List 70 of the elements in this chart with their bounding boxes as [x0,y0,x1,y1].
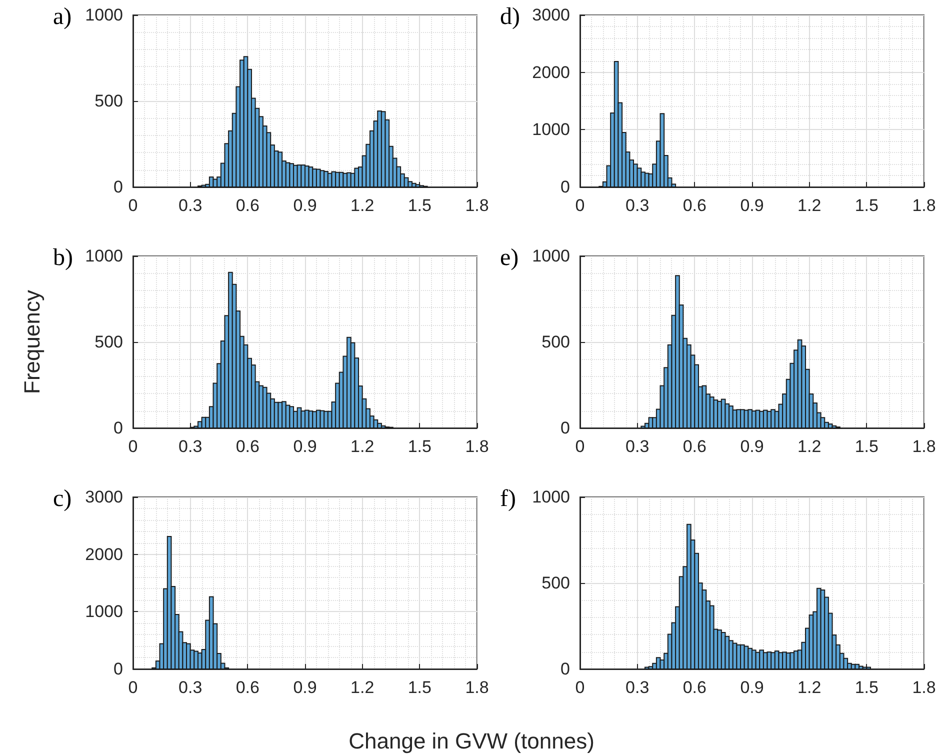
x-tick-label: 1.5 [408,678,432,697]
x-tick-label: 1.2 [798,196,822,215]
x-tick-label: 0.3 [626,437,650,456]
x-tick-label: 1.2 [350,678,374,697]
x-tick-label: 0.3 [626,196,650,215]
y-tick-label: 1000 [532,488,570,506]
x-tick-label: 1.8 [465,437,489,456]
y-tick-label: 0 [560,660,570,678]
y-tick-label: 2000 [85,544,123,564]
x-tick-label: 1.2 [350,196,374,215]
x-tick-label: 0.9 [293,196,317,215]
y-tick-label: 1000 [532,246,570,266]
x-tick-label: 1.8 [465,196,489,215]
y-tick-label: 1000 [85,246,123,266]
x-tick-label: 0 [128,196,138,215]
x-tick-label: 0 [575,678,585,697]
chart-title: b) [53,245,73,271]
x-tick-label: 1.5 [408,437,432,456]
y-tick-label: 2000 [532,62,570,82]
y-tick-label: 0 [560,178,570,196]
x-tick-label: 0.3 [626,678,650,697]
y-tick-label: 1000 [85,6,123,24]
x-tick-label: 0.3 [178,437,202,456]
y-tick-label: 500 [94,92,123,110]
x-tick-label: 0.9 [293,678,317,697]
chart-title: c) [53,486,72,512]
x-tick-label: 0.6 [682,437,706,456]
y-tick-label: 500 [542,574,570,592]
x-tick-label: 1.5 [854,196,878,215]
x-tick-label: 0.6 [682,678,706,697]
x-tick-label: 0 [575,437,585,456]
chart-title: f) [500,486,516,512]
y-tick-label: 0 [114,178,123,196]
x-tick-label: 1.2 [798,437,822,456]
x-tick-label: 0.6 [236,437,260,456]
x-tick-label: 0.3 [178,678,202,697]
x-tick-label: 0 [575,196,585,215]
x-tick-label: 0.9 [740,196,764,215]
x-tick-label: 0.9 [740,437,764,456]
x-tick-label: 1.2 [798,678,822,697]
x-tick-label: 1.8 [912,437,936,456]
y-tick-label: 500 [542,332,570,352]
y-tick-label: 1000 [532,120,570,140]
chart-title: a) [53,4,72,30]
x-tick-label: 1.5 [854,678,878,697]
x-tick-label: 0.6 [682,196,706,215]
chart-title: d) [500,4,520,30]
x-tick-label: 1.2 [350,437,374,456]
x-tick-label: 0.9 [293,437,317,456]
x-tick-label: 0 [128,437,138,456]
chart-title: e) [500,245,519,271]
x-tick-label: 0 [128,678,138,697]
x-tick-label: 0.6 [236,678,260,697]
y-tick-label: 500 [94,332,123,352]
x-tick-label: 1.8 [912,196,936,215]
y-axis-title: Frequency [20,290,44,394]
x-tick-label: 1.5 [408,196,432,215]
x-tick-label: 0.6 [236,196,260,215]
x-tick-label: 0.3 [178,196,202,215]
x-tick-label: 0.9 [740,678,764,697]
x-axis-title: Change in GVW (tonnes) [348,728,594,754]
y-tick-label: 3000 [85,488,123,506]
y-tick-label: 0 [114,660,123,678]
x-tick-label: 1.8 [912,678,936,697]
y-tick-label: 0 [560,418,570,438]
x-tick-label: 1.5 [854,437,878,456]
x-tick-label: 1.8 [465,678,489,697]
y-tick-label: 3000 [532,6,570,24]
y-tick-label: 1000 [85,602,123,622]
y-tick-label: 0 [114,418,123,438]
